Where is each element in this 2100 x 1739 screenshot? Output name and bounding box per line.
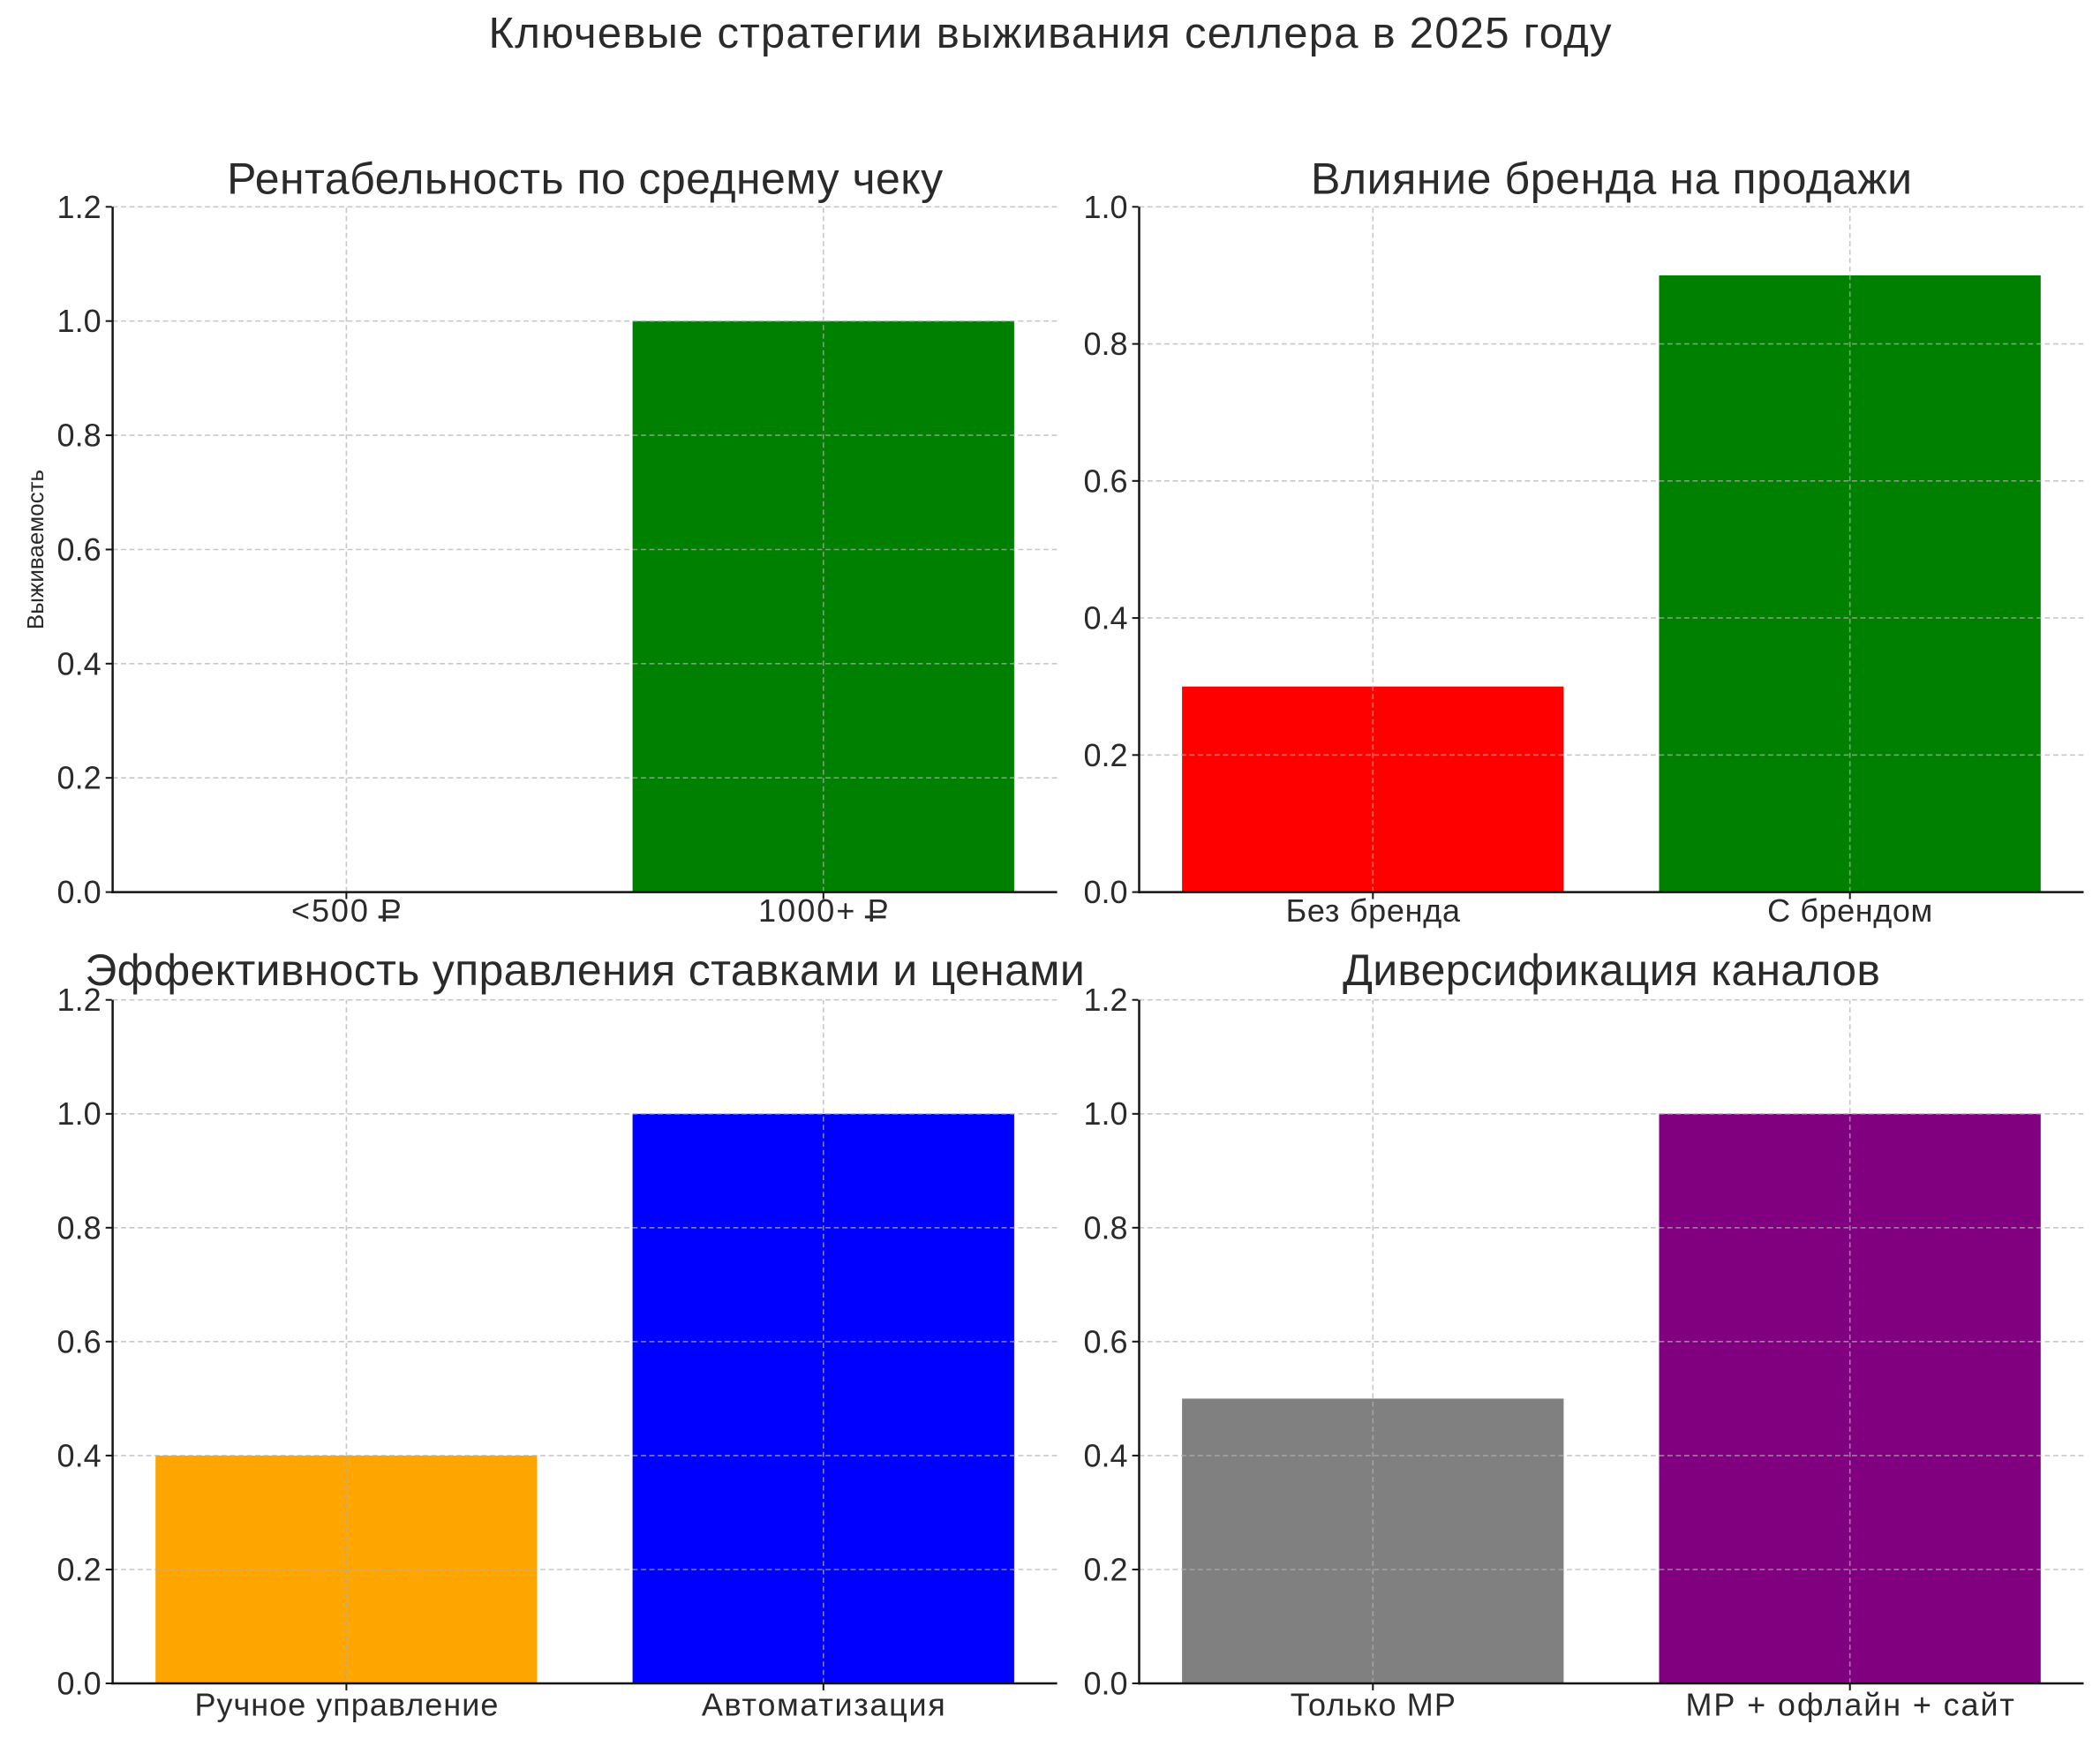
- svg-text:0.2: 0.2: [1083, 737, 1127, 773]
- svg-text:1.0: 1.0: [1083, 1095, 1127, 1132]
- svg-text:0.6: 0.6: [1083, 463, 1127, 499]
- svg-text:0.4: 0.4: [1083, 1437, 1127, 1473]
- svg-text:<500 Р: <500 Р: [291, 892, 402, 929]
- svg-text:0.8: 0.8: [1083, 326, 1127, 362]
- svg-text:Ключевые стратегии выживания с: Ключевые стратегии выживания селлера в 2…: [489, 10, 1613, 57]
- svg-text:0.4: 0.4: [57, 645, 102, 681]
- svg-text:С брендом: С брендом: [1767, 892, 1932, 929]
- svg-text:1.0: 1.0: [57, 303, 102, 339]
- svg-text:1.2: 1.2: [1083, 982, 1127, 1018]
- svg-text:Ручное управление: Ручное управление: [194, 1687, 498, 1723]
- svg-text:Автоматизация: Автоматизация: [702, 1687, 945, 1723]
- svg-text:0.2: 0.2: [57, 1552, 102, 1588]
- svg-text:0.8: 0.8: [57, 418, 102, 454]
- svg-text:Диверсификация каналов: Диверсификация каналов: [1343, 945, 1880, 995]
- svg-text:0.2: 0.2: [57, 760, 102, 796]
- svg-text:0.2: 0.2: [1083, 1552, 1127, 1588]
- svg-text:1.2: 1.2: [57, 982, 102, 1018]
- svg-text:0.0: 0.0: [1083, 1666, 1127, 1702]
- svg-text:0.0: 0.0: [57, 1666, 102, 1702]
- svg-text:0.6: 0.6: [1083, 1323, 1127, 1359]
- svg-text:0.4: 0.4: [1083, 600, 1127, 636]
- svg-text:Выживаемость: Выживаемость: [22, 470, 49, 629]
- svg-text:0.0: 0.0: [57, 874, 102, 910]
- svg-text:Влияние бренда на продажи: Влияние бренда на продажи: [1311, 154, 1912, 203]
- svg-text:0.4: 0.4: [57, 1437, 102, 1473]
- svg-text:Эффективность управления ставк: Эффективность управления ставками и цена…: [85, 945, 1084, 995]
- svg-text:Без бренда: Без бренда: [1286, 892, 1461, 929]
- svg-text:1.0: 1.0: [57, 1095, 102, 1132]
- svg-text:0.8: 0.8: [1083, 1209, 1127, 1246]
- svg-text:1.0: 1.0: [1083, 189, 1127, 225]
- svg-text:1.2: 1.2: [57, 189, 102, 225]
- svg-text:0.6: 0.6: [57, 1323, 102, 1359]
- svg-text:Рентабельность по среднему чек: Рентабельность по среднему чеку: [227, 154, 943, 203]
- svg-text:0.6: 0.6: [57, 531, 102, 568]
- svg-text:Только МР: Только МР: [1291, 1687, 1456, 1723]
- svg-text:1000+ Р: 1000+ Р: [758, 892, 889, 929]
- svg-text:0.8: 0.8: [57, 1209, 102, 1246]
- svg-text:МР + офлайн + сайт: МР + офлайн + сайт: [1686, 1687, 2014, 1723]
- svg-text:0.0: 0.0: [1083, 874, 1127, 910]
